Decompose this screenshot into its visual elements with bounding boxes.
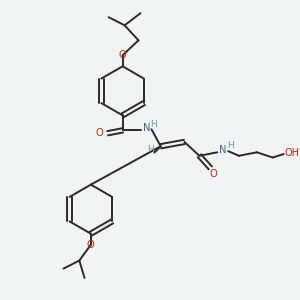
Text: O: O xyxy=(87,240,95,250)
Text: O: O xyxy=(119,50,127,60)
Text: H: H xyxy=(147,145,154,154)
Text: N: N xyxy=(219,145,227,155)
Text: N: N xyxy=(142,123,150,134)
Text: O: O xyxy=(96,128,104,138)
Text: H: H xyxy=(150,119,157,128)
Text: OH: OH xyxy=(285,148,300,158)
Text: H: H xyxy=(227,142,234,151)
Text: O: O xyxy=(209,169,217,179)
